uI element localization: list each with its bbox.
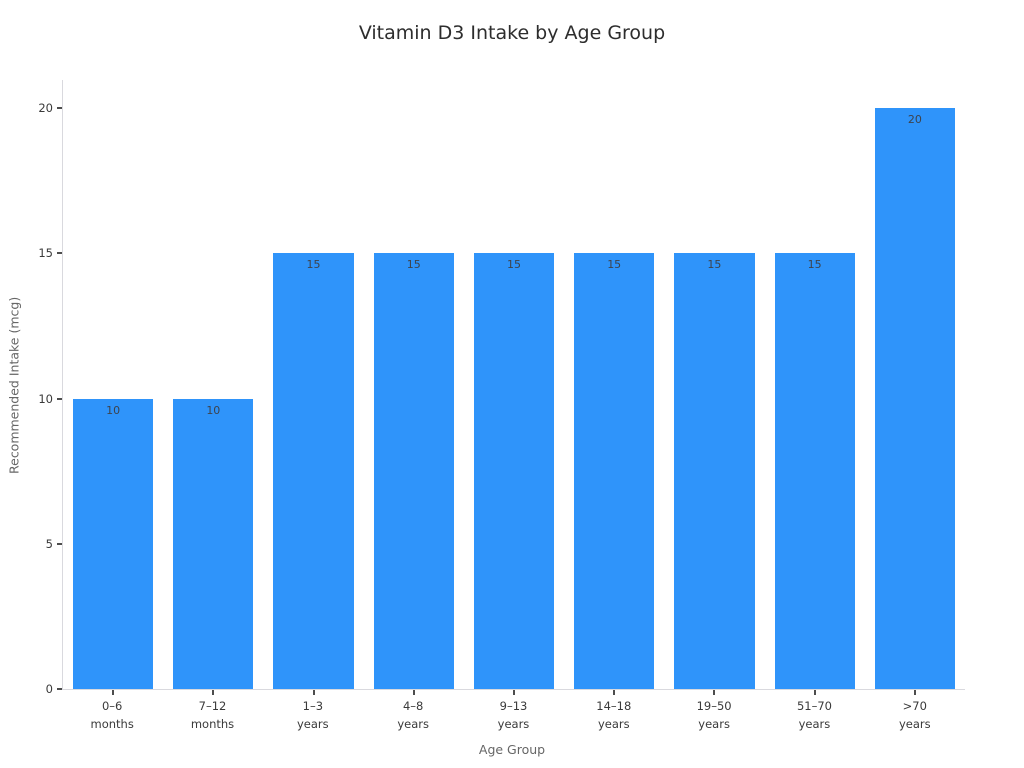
y-axis-ticks: 0 5 10 15 20 — [38, 80, 965, 696]
bar-slot: 20 — [865, 80, 965, 695]
bar-slot: 15 — [564, 80, 664, 695]
plot-area: 0 5 10 15 20 10 10 15 15 15 15 15 15 20 — [38, 80, 965, 696]
bar-value-label: 10 — [206, 403, 221, 417]
x-tick-label: 7–12 months — [190, 699, 235, 731]
bars-container: 10 10 15 15 15 15 15 15 20 — [63, 80, 965, 695]
bar-value-label: 15 — [406, 258, 421, 272]
x-tick-mark — [512, 690, 515, 695]
x-tick-mark — [212, 690, 215, 695]
x-tick-mark — [913, 690, 916, 695]
bar-1: 10 — [173, 398, 254, 689]
bar-4: 15 — [473, 253, 555, 689]
x-tick-label: 0–6 months — [90, 699, 134, 731]
bar-6: 15 — [674, 253, 755, 689]
bar-value-label: 20 — [907, 113, 922, 127]
bar-value-label: 15 — [506, 258, 521, 272]
y-tick-mark — [57, 542, 62, 545]
x-tick-label: 19–50 years — [696, 699, 732, 731]
x-tick-mark — [312, 690, 315, 695]
bar-0: 10 — [73, 398, 154, 689]
bar-slot: 15 — [464, 80, 564, 695]
y-tick-mark — [57, 252, 62, 255]
y-tick-mark — [57, 107, 62, 110]
y-tick-label: 15 — [38, 246, 53, 261]
x-axis-tick-labels: 0–6 months 7–12 months 1–3 years 4–8 years 9… — [62, 698, 965, 734]
x-tick-label: 9–13 years — [497, 699, 530, 731]
x-tick-mark — [613, 690, 616, 695]
bar-7: 15 — [774, 253, 855, 689]
x-tick-label: 51–70 years — [796, 699, 832, 731]
x-tick-mark — [112, 690, 115, 695]
bar-slot: 15 — [263, 80, 363, 695]
bar-value-label: 10 — [106, 403, 121, 417]
y-tick-label: 0 — [45, 682, 53, 696]
bar-slot: 15 — [664, 80, 764, 695]
bar-value-label: 15 — [607, 258, 622, 272]
y-axis-title: Recommended Intake (mcg) — [6, 296, 22, 474]
x-tick-label: 1–3 years — [296, 699, 329, 731]
bar-value-label: 15 — [306, 258, 321, 272]
y-tick-label: 10 — [38, 391, 53, 406]
y-tick-mark — [57, 397, 62, 400]
x-tick-label: 14–18 years — [596, 699, 632, 731]
bar-slot: 10 — [63, 80, 163, 695]
x-tick-mark — [412, 690, 415, 695]
bar-value-label: 15 — [807, 258, 822, 272]
bar-2: 15 — [273, 253, 354, 689]
x-tick-mark — [713, 690, 716, 695]
chart-title: Vitamin D3 Intake by Age Group — [358, 22, 666, 44]
y-tick-mark — [57, 688, 62, 690]
y-tick-label: 20 — [38, 101, 53, 116]
bar-slot: 15 — [364, 80, 464, 695]
bar-8: 20 — [874, 108, 955, 689]
bar-5: 15 — [574, 253, 655, 689]
x-tick-label: 4–8 years — [397, 699, 429, 731]
x-axis-title: Age Group — [478, 742, 546, 757]
bar-slot: 15 — [765, 80, 865, 695]
x-tick-mark — [813, 690, 816, 695]
x-tick-label: >70 years — [898, 699, 931, 731]
y-tick-label: 5 — [45, 536, 53, 551]
bar-3: 15 — [373, 253, 454, 689]
bar-slot: 10 — [163, 80, 263, 695]
bar-value-label: 15 — [707, 258, 722, 272]
